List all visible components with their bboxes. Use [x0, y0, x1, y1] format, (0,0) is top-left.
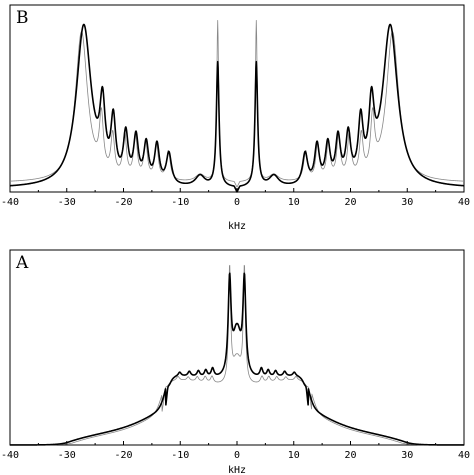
x-tick-label: -40 — [1, 450, 19, 461]
x-tick-label: 30 — [401, 197, 413, 208]
x-tick-label: 20 — [344, 197, 356, 208]
x-tick-label: 10 — [288, 197, 300, 208]
x-tick-label: -40 — [1, 197, 19, 208]
spectrum-thin-line — [9, 20, 465, 188]
x-tick-label: 20 — [344, 450, 356, 461]
x-axis-label: kHz — [228, 221, 246, 232]
x-tick-label: -10 — [171, 197, 189, 208]
x-tick-label: 40 — [458, 450, 470, 461]
x-tick-label: 0 — [234, 450, 240, 461]
x-tick-label: -20 — [114, 197, 132, 208]
x-tick-label: 10 — [288, 450, 300, 461]
panel-label: A — [15, 253, 29, 273]
spectrum-bold-line — [9, 23, 465, 193]
x-tick-label: -30 — [58, 450, 76, 461]
plot-frame — [9, 4, 465, 193]
panel-a: A kHz -40 -30 -20 -10 0 10 20 30 40 — [1, 249, 470, 475]
x-tick-label: 30 — [401, 450, 413, 461]
spectrum-thin-line — [9, 264, 465, 446]
x-axis-label: kHz — [228, 465, 246, 475]
panel-b: B kHz -40 -30 -20 -10 0 10 20 30 40 — [1, 4, 470, 232]
x-tick-label: -30 — [58, 197, 76, 208]
x-tick-label: -20 — [114, 450, 132, 461]
x-tick-label: -10 — [171, 450, 189, 461]
spectrum-bold-line — [9, 272, 465, 446]
x-tick-label: 0 — [234, 197, 240, 208]
x-tick-label: 40 — [458, 197, 470, 208]
plot-frame — [9, 249, 465, 446]
panel-label: B — [16, 8, 29, 28]
